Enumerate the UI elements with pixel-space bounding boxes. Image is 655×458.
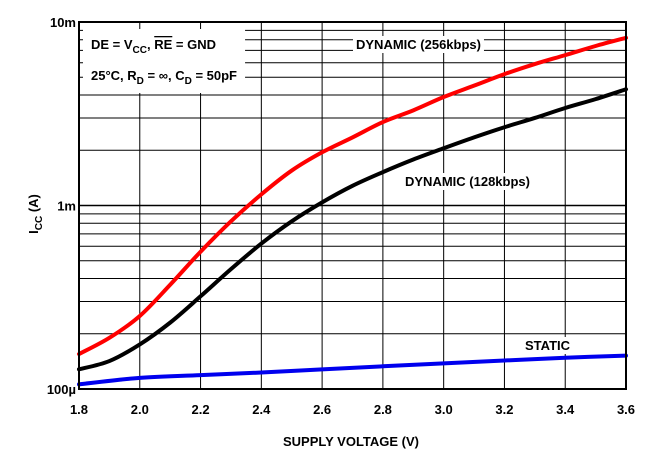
y-axis-title: ICC (A)	[26, 194, 45, 234]
plot-frame	[78, 21, 627, 390]
series-label-static-background	[522, 337, 574, 354]
y-tick-label-2: 10m	[50, 15, 76, 30]
x-tick-label-4: 2.6	[313, 402, 331, 417]
series-label-256kbps-background	[353, 36, 484, 53]
series-label-dynamic-128kbps: DYNAMIC (128kbps)	[405, 174, 530, 189]
series-line-0	[77, 35, 628, 357]
y-tick-label-0: 100µ	[47, 382, 76, 397]
x-tick-label-8: 3.4	[556, 402, 575, 417]
x-tick-label-3: 2.4	[252, 402, 271, 417]
series-label-static: STATIC	[525, 338, 571, 353]
series-layer	[77, 35, 628, 387]
series-label-128kbps-background	[402, 173, 533, 190]
x-tick-label-6: 3.0	[435, 402, 453, 417]
x-tick-label-7: 3.2	[495, 402, 513, 417]
x-tick-label-9: 3.6	[617, 402, 635, 417]
x-tick-label-2: 2.2	[192, 402, 210, 417]
series-label-dynamic-256kbps: DYNAMIC (256kbps)	[356, 37, 481, 52]
annotation-background	[83, 29, 246, 93]
y-tick-label-1: 1m	[57, 199, 76, 214]
x-tick-labels: 1.8 2.0 2.2 2.4 2.6 2.8 3.0 3.2 3.4 3.6	[70, 402, 635, 417]
x-tick-label-1: 2.0	[131, 402, 149, 417]
series-line-2	[77, 353, 628, 387]
annotation-line-2: 25°C, RD = ∞, CD = 50pF	[91, 68, 237, 87]
x-axis-title: SUPPLY VOLTAGE (V)	[283, 434, 419, 449]
series-line-1	[77, 87, 628, 372]
annotation-line-1: DE = VCC, RE = GND	[91, 37, 216, 56]
x-tick-label-0: 1.8	[70, 402, 88, 417]
x-tick-label-5: 2.8	[374, 402, 392, 417]
y-tick-labels: 100µ 1m 10m	[47, 15, 76, 397]
